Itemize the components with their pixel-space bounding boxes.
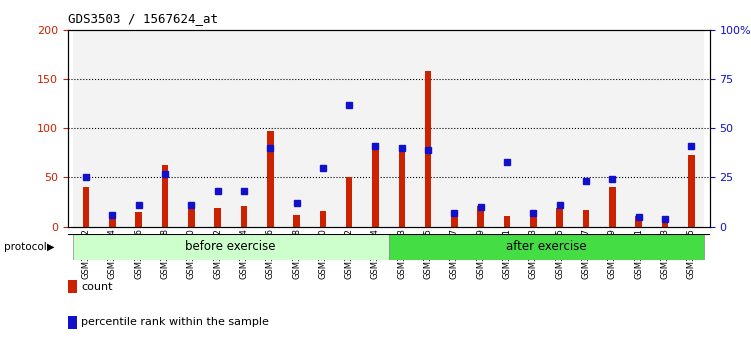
Bar — [267, 131, 273, 227]
Bar — [609, 187, 616, 227]
Bar — [583, 210, 590, 227]
Bar — [573, 30, 599, 227]
Bar — [152, 30, 178, 227]
Bar — [99, 30, 125, 227]
Bar — [451, 215, 457, 227]
Bar — [283, 30, 309, 227]
Bar — [494, 30, 520, 227]
Bar — [231, 30, 257, 227]
Bar — [556, 208, 563, 227]
Bar — [688, 155, 695, 227]
Bar — [635, 216, 642, 227]
Bar — [504, 216, 511, 227]
Bar — [425, 72, 431, 227]
Bar — [372, 143, 379, 227]
Bar — [240, 206, 247, 227]
Bar — [530, 214, 537, 227]
Bar — [320, 211, 326, 227]
Text: GDS3503 / 1567624_at: GDS3503 / 1567624_at — [68, 12, 218, 25]
Bar — [389, 30, 415, 227]
Text: ▶: ▶ — [47, 242, 55, 252]
Bar — [389, 234, 704, 260]
Bar — [188, 205, 195, 227]
Bar — [547, 30, 573, 227]
Text: protocol: protocol — [4, 242, 47, 252]
Bar — [125, 30, 152, 227]
Bar — [309, 30, 336, 227]
Bar — [678, 30, 704, 227]
Bar — [161, 165, 168, 227]
Text: before exercise: before exercise — [185, 240, 276, 253]
Bar — [399, 145, 405, 227]
Bar — [652, 30, 678, 227]
Bar — [442, 30, 468, 227]
Bar — [293, 215, 300, 227]
Bar — [478, 206, 484, 227]
Bar — [257, 30, 283, 227]
Text: after exercise: after exercise — [506, 240, 587, 253]
Bar — [73, 30, 99, 227]
Bar — [520, 30, 547, 227]
Bar — [73, 234, 389, 260]
Bar — [204, 30, 231, 227]
Bar — [214, 208, 221, 227]
Text: count: count — [81, 282, 113, 292]
Bar — [362, 30, 389, 227]
Bar — [662, 219, 668, 227]
Text: percentile rank within the sample: percentile rank within the sample — [81, 317, 269, 327]
Bar — [135, 212, 142, 227]
Bar — [599, 30, 626, 227]
Bar — [109, 214, 116, 227]
Bar — [468, 30, 494, 227]
Bar — [83, 187, 89, 227]
Bar — [626, 30, 652, 227]
Bar — [415, 30, 442, 227]
Bar — [336, 30, 362, 227]
Bar — [346, 177, 352, 227]
Bar — [178, 30, 204, 227]
